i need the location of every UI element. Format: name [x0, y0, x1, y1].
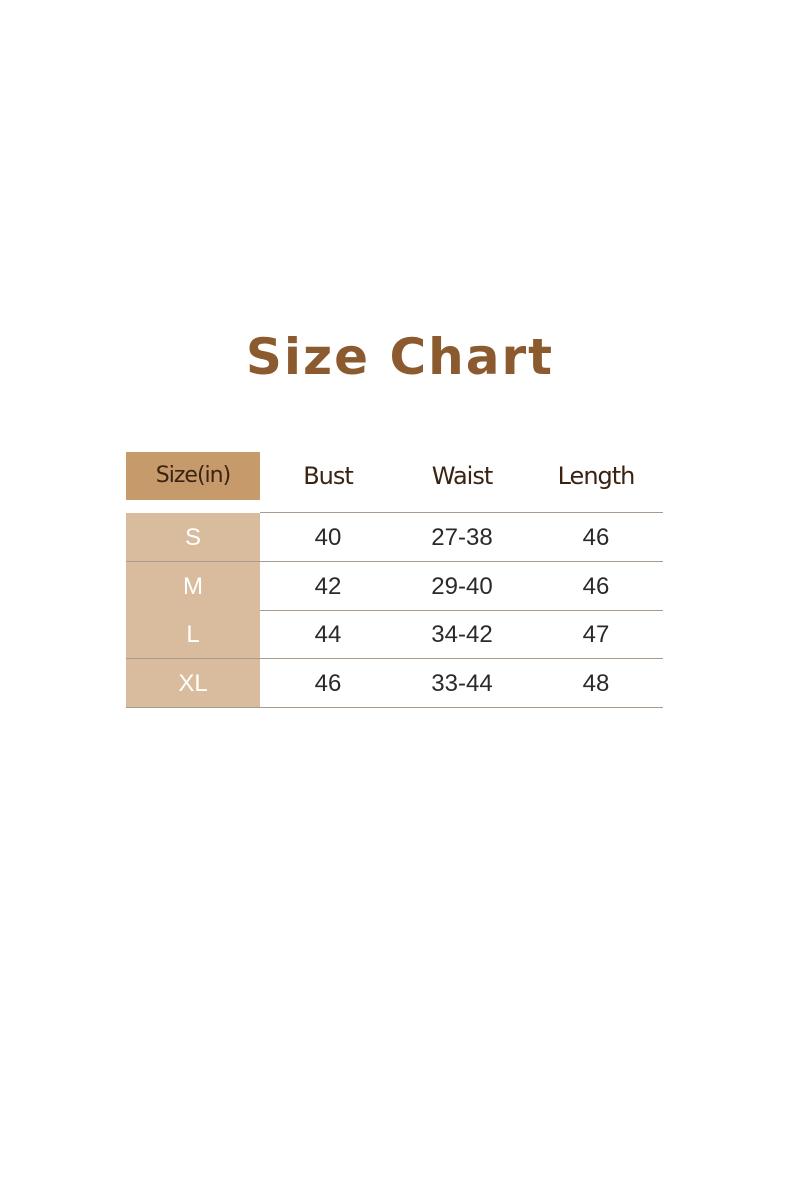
length-cell: 48 — [582, 670, 610, 697]
size-cell: L — [126, 610, 260, 658]
header-waist: Waist — [431, 462, 493, 490]
table-top-divider — [260, 512, 663, 513]
header-size: Size(in) — [126, 452, 260, 500]
length-cell: 46 — [582, 524, 610, 551]
table-row: M 42 29-40 46 — [126, 562, 663, 611]
waist-cell: 33-44 — [431, 670, 493, 697]
header-bust: Bust — [303, 462, 354, 490]
length-cell: 46 — [582, 573, 610, 600]
table-row: L 44 34-42 47 — [126, 610, 663, 659]
bust-cell: 44 — [314, 621, 342, 648]
size-cell: S — [126, 513, 260, 561]
waist-cell: 34-42 — [431, 621, 493, 648]
page-title: Size Chart — [245, 328, 555, 386]
header-length: Length — [557, 462, 636, 490]
waist-cell: 29-40 — [431, 573, 493, 600]
size-cell: XL — [126, 659, 260, 707]
bust-cell: 42 — [314, 573, 342, 600]
waist-cell: 27-38 — [431, 524, 493, 551]
size-cell: M — [126, 562, 260, 610]
table-row: S 40 27-38 46 — [126, 513, 663, 562]
bust-cell: 40 — [314, 524, 342, 551]
bust-cell: 46 — [314, 670, 342, 697]
table-row: XL 46 33-44 48 — [126, 659, 663, 708]
length-cell: 47 — [582, 621, 610, 648]
